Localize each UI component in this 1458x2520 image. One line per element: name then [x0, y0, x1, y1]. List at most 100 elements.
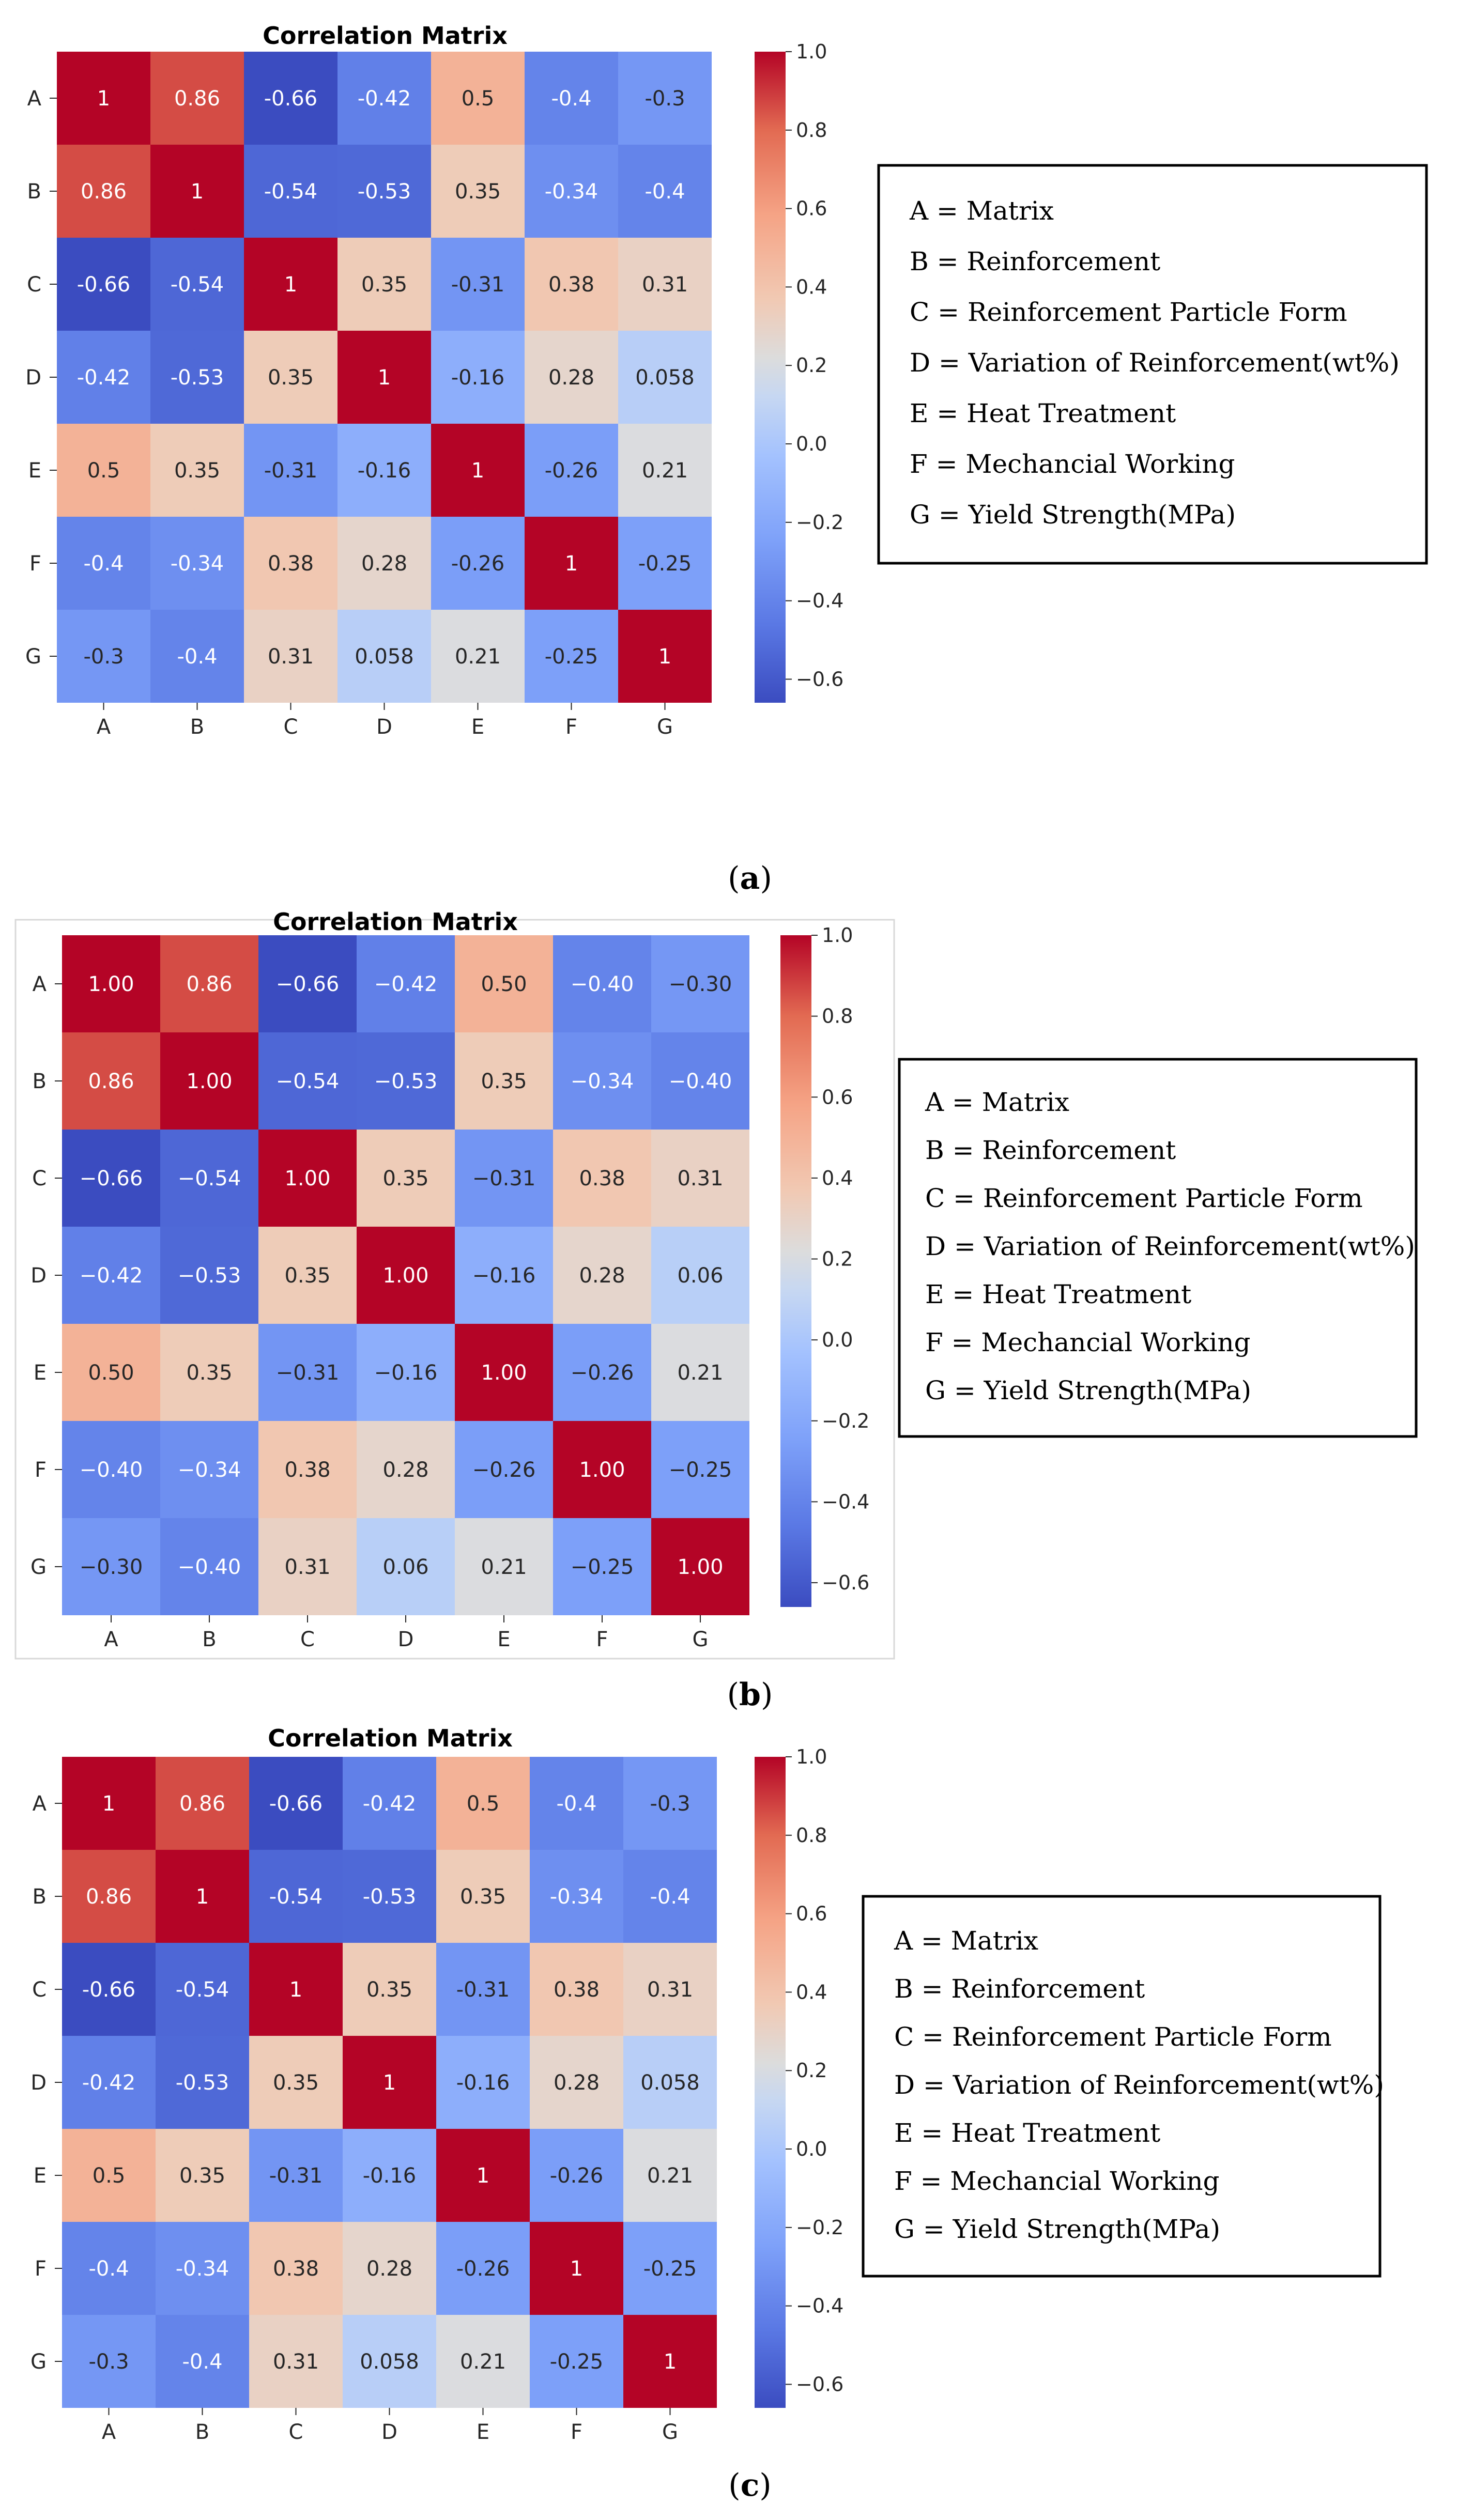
heatmap-cell	[623, 1943, 717, 2036]
cell-value-label: -0.53	[176, 2071, 229, 2095]
heatmap-cell	[431, 52, 525, 145]
heatmap-cell	[525, 517, 618, 610]
colorbar-tick-label: −0.4	[796, 2295, 843, 2317]
heatmap-cell	[249, 1943, 343, 2036]
colorbar-tick-label: 0.0	[796, 2138, 827, 2160]
heatmap-cell	[455, 1032, 553, 1130]
heatmap-cell	[553, 1324, 651, 1421]
cell-value-label: 0.31	[647, 1978, 693, 2002]
cell-value-label: -0.31	[269, 2164, 323, 2188]
heatmap-cell	[150, 145, 244, 238]
heatmap-cell	[160, 1032, 258, 1130]
cell-value-label: -0.42	[77, 366, 131, 390]
cell-value-label: -0.16	[358, 459, 411, 483]
cell-value-label: -0.54	[176, 1978, 229, 2002]
cell-value-label: 0.38	[284, 1458, 330, 1482]
colorbar-tick-label: 0.0	[796, 432, 827, 455]
cell-value-label: 1	[471, 459, 484, 483]
heatmap-cell	[160, 1227, 258, 1324]
legend-box: A = Matrix B = Reinforcement C = Reinfor…	[877, 164, 1428, 565]
heatmap-cell	[525, 145, 618, 238]
heatmap-cell	[623, 2315, 717, 2408]
panel-frame	[14, 919, 895, 1660]
heatmap-cell	[343, 1943, 436, 2036]
y-tick-label: F	[35, 2257, 47, 2281]
heatmap-cell	[258, 1324, 357, 1421]
heatmap-cell	[553, 935, 651, 1032]
legend-line-a: A = Matrix	[925, 1087, 1069, 1117]
y-tick-label: E	[34, 1361, 47, 1385]
cell-value-label: 0.28	[366, 2257, 412, 2281]
heatmap-cell	[357, 1421, 455, 1518]
x-tick-label: G	[662, 2420, 678, 2444]
x-tick-label: A	[102, 2420, 116, 2444]
legend-line-f: F = Mechancial Working	[910, 449, 1235, 479]
heatmap-cell	[455, 1227, 553, 1324]
cell-value-label: -0.34	[171, 552, 224, 576]
chart-title: Correlation Matrix	[263, 22, 508, 50]
heatmap-cell	[553, 1518, 651, 1615]
heatmap-cell	[623, 2222, 717, 2315]
cell-value-label: 1	[664, 2350, 677, 2374]
y-axis-labels: A B C D E F G	[30, 972, 62, 1579]
cell-value-label: 0.28	[548, 366, 594, 390]
colorbar-tick-label: −0.2	[796, 511, 843, 534]
heatmap-cell	[553, 1227, 651, 1324]
colorbar-tick-label: 0.8	[796, 119, 827, 142]
heatmap-cell	[258, 1227, 357, 1324]
cell-value-label: 0.058	[635, 366, 695, 390]
cell-value-label: −0.66	[80, 1167, 143, 1191]
x-axis-labels: A B C D E F G	[102, 2408, 678, 2444]
colorbar-tick-label: 0.6	[822, 1086, 853, 1108]
heatmap-cell	[160, 1324, 258, 1421]
heatmap-cell	[618, 424, 712, 517]
cell-value-label: 0.38	[579, 1167, 625, 1191]
cell-value-label: 0.86	[81, 180, 127, 204]
cell-value-label: -0.34	[176, 2257, 229, 2281]
legend-line-e: E = Heat Treatment	[925, 1279, 1191, 1309]
colorbar-tick-label: 1.0	[822, 924, 853, 947]
cell-value-label: 0.31	[273, 2350, 319, 2374]
y-tick-label: E	[28, 459, 41, 483]
cell-value-label: 0.28	[554, 2071, 600, 2095]
heatmap-cell	[436, 1943, 530, 2036]
cell-value-label: 1.00	[186, 1070, 232, 1093]
cell-value-label: −0.30	[80, 1555, 143, 1579]
colorbar-tick-label: 1.0	[796, 40, 827, 63]
cell-value-label: −0.54	[276, 1070, 340, 1093]
heatmap-cell	[337, 424, 431, 517]
legend-line-a: A = Matrix	[909, 196, 1054, 226]
cell-value-label: 1	[658, 645, 671, 669]
heatmap-cell	[150, 517, 244, 610]
cell-value-label: 1.00	[88, 972, 134, 996]
heatmap-cell	[343, 2129, 436, 2222]
cell-value-label: 0.21	[677, 1361, 723, 1385]
y-tick-label: C	[32, 1978, 47, 2002]
legend-line-b: B = Reinforcement	[910, 246, 1160, 276]
cell-value-label: 0.058	[640, 2071, 700, 2095]
colorbar-tick-label: −0.6	[796, 2373, 843, 2395]
heatmap-cell	[258, 1421, 357, 1518]
cell-value-label: 0.86	[174, 87, 220, 111]
heatmap-cells: 1.00 0.86 −0.66 −0.42 0.50 −0.40 −0.30 0.86 1.00…	[62, 935, 749, 1615]
cell-value-label: 1	[565, 552, 578, 576]
y-tick-label: D	[25, 366, 41, 390]
heatmap-cell	[618, 331, 712, 424]
heatmap-cell	[337, 610, 431, 703]
cell-value-label: -0.26	[545, 459, 598, 483]
panel-a: Correlation Matrix 1 0.86 -0.66 -0.42 0.5 -0.…	[25, 22, 1428, 896]
colorbar-tick-label: −0.2	[796, 2216, 843, 2239]
cell-value-label: 0.86	[88, 1070, 134, 1093]
y-tick-label: G	[25, 645, 41, 669]
cell-value-label: -0.66	[269, 1792, 323, 1816]
svg-text:(b): (b)	[727, 1677, 773, 1713]
cell-value-label: -0.66	[264, 87, 318, 111]
heatmap-cell	[337, 517, 431, 610]
heatmap-cell	[156, 2222, 249, 2315]
legend-line-g: G = Yield Strength(MPa)	[910, 500, 1236, 530]
cell-value-label: 0.06	[382, 1555, 428, 1579]
x-tick-label: E	[471, 715, 484, 739]
heatmap-cell	[337, 145, 431, 238]
cell-value-label: 0.35	[382, 1167, 428, 1191]
cell-value-label: 1.00	[481, 1361, 527, 1385]
